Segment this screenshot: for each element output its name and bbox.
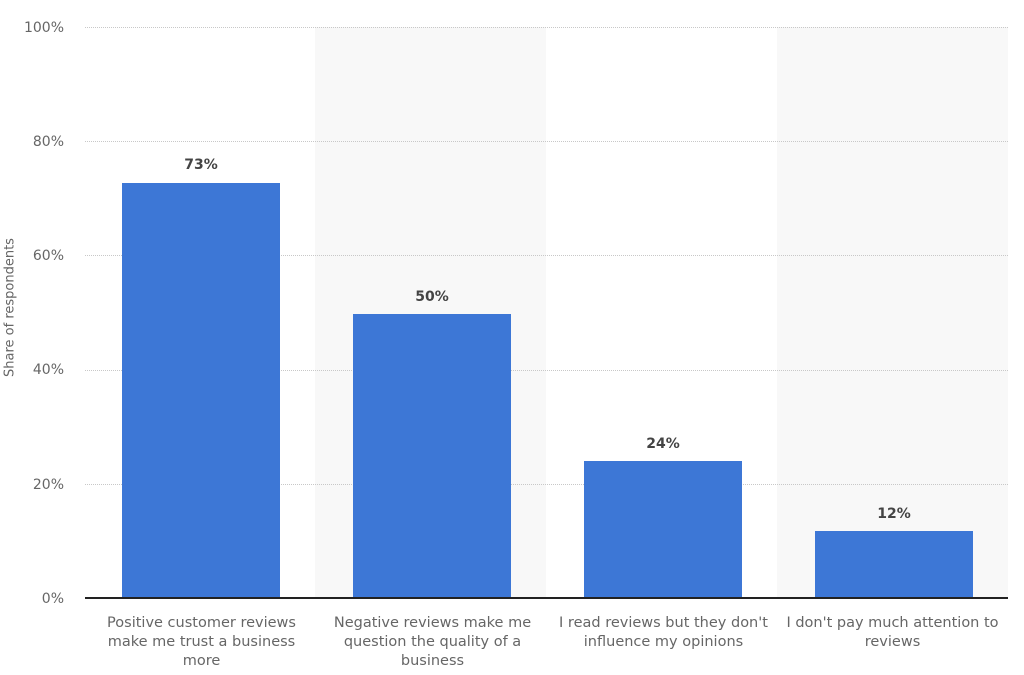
value-label: 73% <box>184 157 218 173</box>
value-label: 12% <box>877 506 911 522</box>
gridline <box>85 141 1008 142</box>
bar-negative-reviews[interactable] <box>353 314 511 598</box>
gridline <box>85 370 1008 371</box>
x-axis-line <box>85 597 1008 599</box>
gridline <box>85 27 1008 28</box>
value-label: 50% <box>415 289 449 305</box>
y-tick: 80% <box>32 134 64 150</box>
y-tick: 60% <box>32 248 64 264</box>
x-category-label: Positive customer reviews make me trust … <box>107 615 296 669</box>
y-tick: 40% <box>32 362 64 378</box>
y-tick: 100% <box>23 20 64 36</box>
x-category-label: I don't pay much attention to reviews <box>786 615 999 650</box>
alt-band <box>777 27 1008 598</box>
x-category-label: I read reviews but they don't influence … <box>559 615 768 650</box>
y-tick: 0% <box>41 591 64 607</box>
y-tick: 20% <box>32 477 64 493</box>
bar-no-attention[interactable] <box>815 531 973 598</box>
x-category-label: Negative reviews make me question the qu… <box>333 615 532 669</box>
bar-positive-reviews[interactable] <box>122 183 280 598</box>
value-label: 24% <box>646 436 680 452</box>
bar-no-influence[interactable] <box>584 461 742 598</box>
gridline <box>85 484 1008 485</box>
gridline <box>85 255 1008 256</box>
